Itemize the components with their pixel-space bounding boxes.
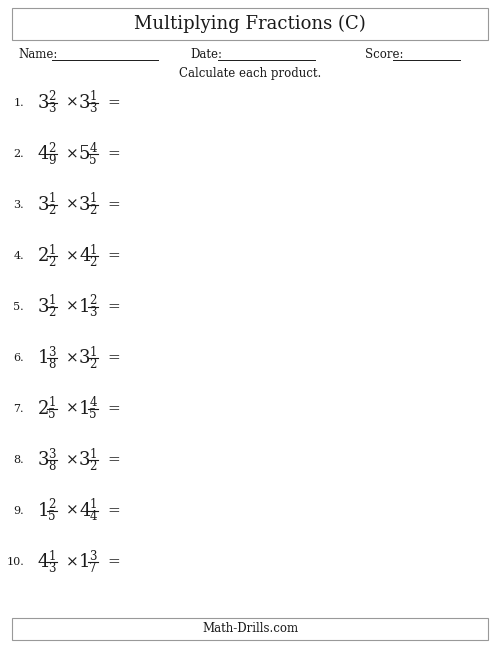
Text: 3: 3 <box>89 102 97 116</box>
Text: 2: 2 <box>90 459 96 472</box>
Text: 2: 2 <box>48 204 56 217</box>
Text: 2: 2 <box>90 256 96 269</box>
Text: 5.: 5. <box>14 302 24 312</box>
Text: 9: 9 <box>48 153 56 166</box>
Text: 1: 1 <box>38 502 50 520</box>
Text: 2: 2 <box>48 307 56 320</box>
Text: 1: 1 <box>48 549 56 562</box>
Text: 1: 1 <box>90 243 96 256</box>
Text: 3: 3 <box>38 298 50 316</box>
Text: =: = <box>107 147 120 161</box>
Text: ×: × <box>66 300 79 314</box>
Text: 10.: 10. <box>6 557 24 567</box>
Text: =: = <box>107 198 120 212</box>
Text: 1: 1 <box>90 91 96 104</box>
Text: 1: 1 <box>79 553 90 571</box>
Text: 2: 2 <box>48 91 56 104</box>
Text: 3: 3 <box>38 196 50 214</box>
Text: 3: 3 <box>79 94 90 112</box>
Text: 6.: 6. <box>14 353 24 363</box>
Text: =: = <box>107 555 120 569</box>
Text: Calculate each product.: Calculate each product. <box>179 67 321 80</box>
Text: 3: 3 <box>79 349 90 367</box>
Text: 4: 4 <box>89 510 97 523</box>
Text: 3: 3 <box>79 196 90 214</box>
Text: 5: 5 <box>48 408 56 421</box>
Text: 3: 3 <box>89 549 97 562</box>
Text: =: = <box>107 96 120 110</box>
Text: 1: 1 <box>48 397 56 410</box>
Text: 1: 1 <box>48 243 56 256</box>
Text: ×: × <box>66 402 79 416</box>
Text: Date:: Date: <box>190 49 222 61</box>
Text: 4: 4 <box>89 397 97 410</box>
Text: =: = <box>107 351 120 365</box>
Text: 2: 2 <box>38 247 50 265</box>
Text: Name:: Name: <box>18 49 58 61</box>
Text: 7: 7 <box>89 562 97 575</box>
Text: 3: 3 <box>79 451 90 469</box>
Text: 4: 4 <box>79 502 90 520</box>
Text: ×: × <box>66 96 79 110</box>
Text: 1: 1 <box>79 298 90 316</box>
Text: ×: × <box>66 249 79 263</box>
Text: 2: 2 <box>48 498 56 512</box>
Text: ×: × <box>66 147 79 161</box>
Text: 2: 2 <box>48 256 56 269</box>
FancyBboxPatch shape <box>12 8 488 40</box>
Text: 3.: 3. <box>14 200 24 210</box>
Text: 8: 8 <box>48 358 56 371</box>
Text: 1: 1 <box>79 400 90 418</box>
Text: 1: 1 <box>90 498 96 512</box>
Text: 2: 2 <box>90 358 96 371</box>
Text: 3: 3 <box>89 307 97 320</box>
Text: =: = <box>107 402 120 416</box>
Text: =: = <box>107 300 120 314</box>
Text: ×: × <box>66 351 79 365</box>
Text: 5: 5 <box>48 510 56 523</box>
Text: 4: 4 <box>79 247 90 265</box>
Text: 2: 2 <box>38 400 50 418</box>
Text: 4: 4 <box>89 142 97 155</box>
Text: 7.: 7. <box>14 404 24 414</box>
Text: 4: 4 <box>38 553 50 571</box>
Text: ×: × <box>66 555 79 569</box>
Text: 1: 1 <box>48 294 56 307</box>
Text: 3: 3 <box>48 562 56 575</box>
Text: 5: 5 <box>89 153 97 166</box>
Text: Math-Drills.com: Math-Drills.com <box>202 622 298 635</box>
Text: ×: × <box>66 504 79 518</box>
Text: 2: 2 <box>90 294 96 307</box>
Text: 2.: 2. <box>14 149 24 159</box>
Text: Score:: Score: <box>365 49 404 61</box>
Text: 4: 4 <box>38 145 50 163</box>
Text: 8: 8 <box>48 459 56 472</box>
Text: Multiplying Fractions (C): Multiplying Fractions (C) <box>134 15 366 33</box>
Text: 1.: 1. <box>14 98 24 108</box>
Text: 3: 3 <box>48 102 56 116</box>
Text: 3: 3 <box>38 94 50 112</box>
Text: ×: × <box>66 453 79 467</box>
Text: ×: × <box>66 198 79 212</box>
Text: 2: 2 <box>90 204 96 217</box>
Text: 5: 5 <box>79 145 90 163</box>
Text: 3: 3 <box>48 345 56 358</box>
Text: 1: 1 <box>90 345 96 358</box>
Text: 1: 1 <box>90 193 96 206</box>
Text: 2: 2 <box>48 142 56 155</box>
Text: =: = <box>107 249 120 263</box>
Text: 1: 1 <box>48 193 56 206</box>
Text: 9.: 9. <box>14 506 24 516</box>
Text: 8.: 8. <box>14 455 24 465</box>
Text: 5: 5 <box>89 408 97 421</box>
FancyBboxPatch shape <box>12 618 488 640</box>
Text: 4.: 4. <box>14 251 24 261</box>
Text: 1: 1 <box>90 448 96 461</box>
Text: =: = <box>107 504 120 518</box>
Text: 1: 1 <box>38 349 50 367</box>
Text: 3: 3 <box>38 451 50 469</box>
Text: 3: 3 <box>48 448 56 461</box>
Text: =: = <box>107 453 120 467</box>
